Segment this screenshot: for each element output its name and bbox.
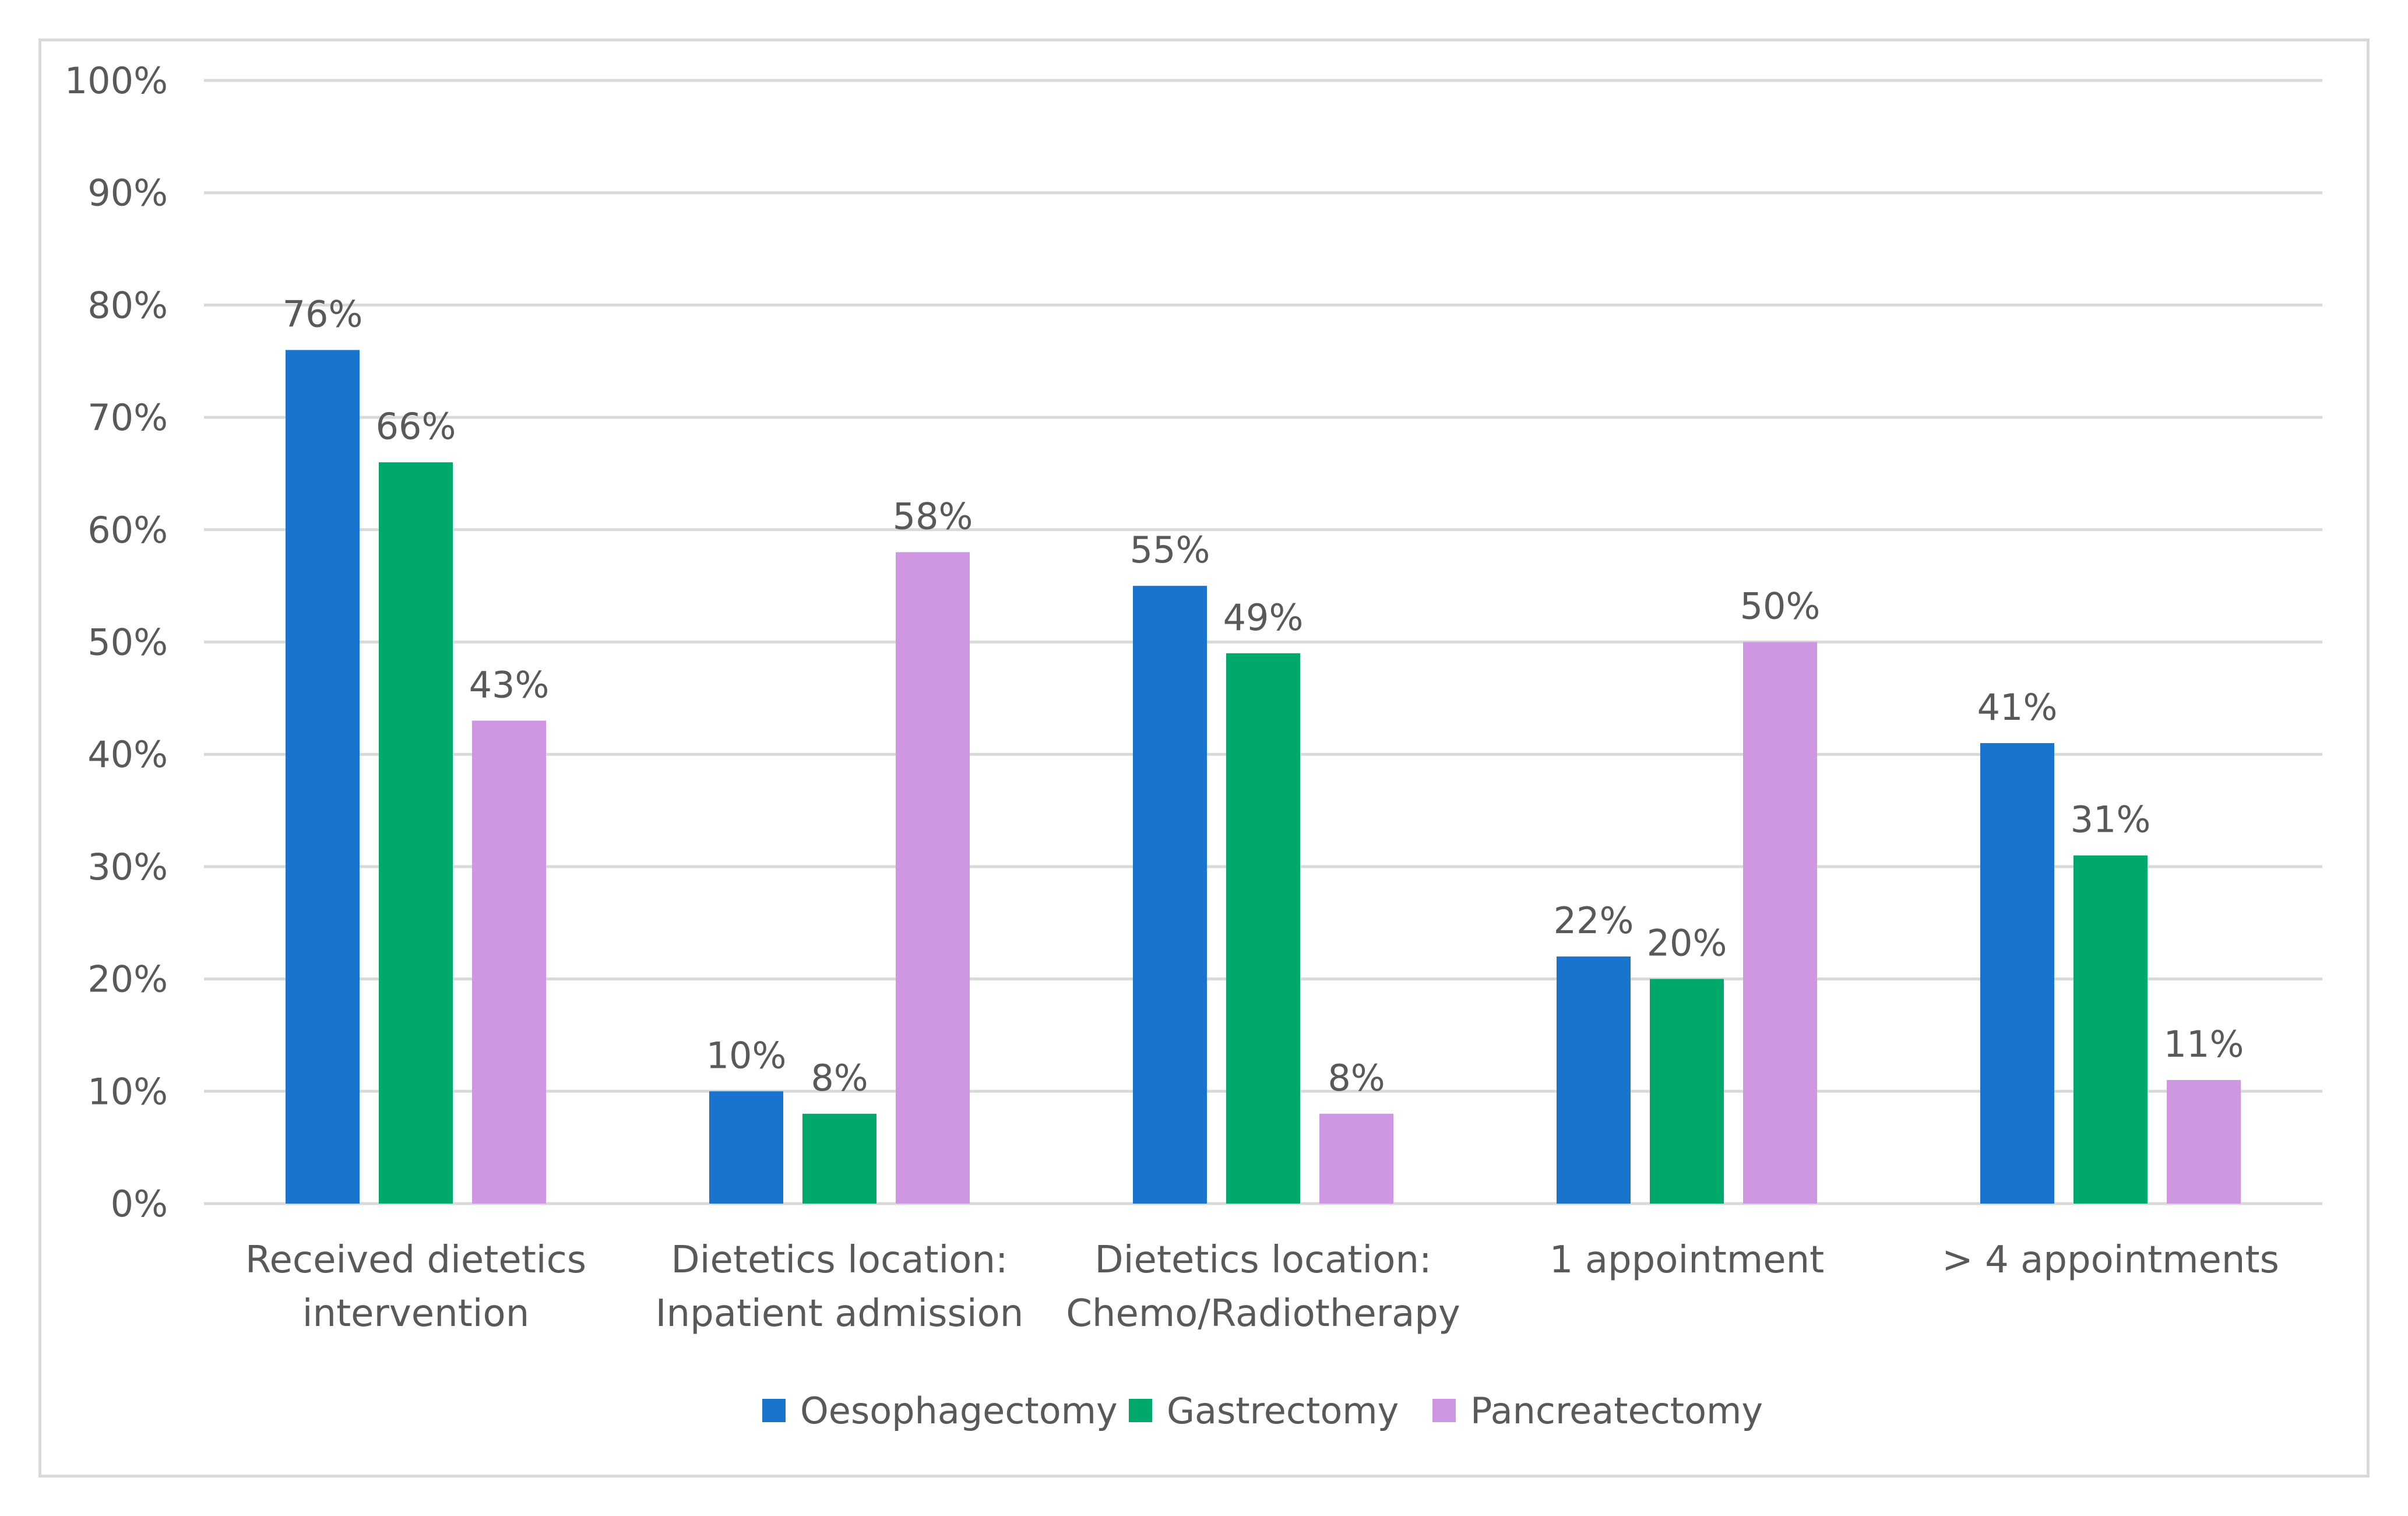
legend-item: Oesophagectomy	[762, 1390, 1118, 1432]
data-label: 10%	[706, 1034, 787, 1077]
data-label: 76%	[283, 293, 363, 335]
data-label: 8%	[1328, 1057, 1385, 1099]
legend-item: Pancreatectomy	[1432, 1390, 1763, 1432]
bar	[1133, 586, 1207, 1204]
y-tick-label: 0%	[111, 1183, 168, 1225]
y-tick-label: 30%	[87, 846, 168, 888]
data-label: 43%	[469, 663, 550, 706]
data-label: 66%	[376, 405, 456, 448]
bar	[802, 1113, 876, 1204]
y-tick-label: 100%	[65, 59, 168, 102]
y-tick-label: 70%	[87, 396, 168, 439]
bar	[1319, 1113, 1393, 1204]
data-label: 50%	[1740, 585, 1821, 628]
data-labels: 76% 10% 55% 22% 41% 66% 8% 49% 20% 31% 43% 58% 8% 50%…	[283, 293, 2244, 1099]
y-tick-label: 40%	[87, 733, 168, 776]
x-category-label: Dietetics location: Chemo/Radiotherapy	[1066, 1239, 1460, 1335]
data-label: 58%	[893, 495, 973, 537]
bars	[286, 350, 2241, 1204]
y-tick-label: 20%	[87, 958, 168, 1001]
bar	[1743, 642, 1817, 1204]
y-tick-label: 10%	[87, 1070, 168, 1113]
legend: Oesophagectomy Gastrectomy Pancreatectomy	[762, 1390, 1763, 1432]
bar	[709, 1091, 783, 1204]
data-label: 22%	[1554, 899, 1634, 942]
bar	[1650, 979, 1724, 1204]
gridlines	[204, 79, 2322, 1205]
bar	[1226, 653, 1300, 1204]
data-label: 11%	[2164, 1023, 2244, 1065]
legend-label: Pancreatectomy	[1470, 1390, 1763, 1432]
legend-item: Gastrectomy	[1129, 1390, 1399, 1432]
legend-label: Oesophagectomy	[800, 1390, 1118, 1432]
x-category-label: Received dietetics intervention	[245, 1239, 586, 1335]
bar	[2167, 1080, 2241, 1204]
x-category-label: > 4 appointments	[1942, 1239, 2279, 1282]
x-axis-category-labels: Received dietetics intervention Dietetics …	[245, 1239, 2279, 1335]
y-tick-label: 90%	[87, 172, 168, 214]
bar	[1557, 956, 1631, 1204]
data-label: 49%	[1223, 596, 1304, 639]
bar	[472, 720, 546, 1204]
bar	[286, 350, 360, 1204]
y-tick-label: 80%	[87, 284, 168, 326]
legend-swatch	[1129, 1399, 1152, 1422]
y-axis-tick-labels: 0% 10% 20% 30% 40% 50% 60% 70% 80% 90% 100%	[65, 59, 168, 1225]
data-label: 41%	[1977, 686, 2058, 729]
legend-swatch	[1432, 1399, 1456, 1422]
bar	[1980, 743, 2054, 1204]
bar	[896, 552, 970, 1204]
data-label: 8%	[811, 1057, 868, 1099]
data-label: 55%	[1130, 529, 1210, 571]
bar	[379, 462, 453, 1204]
legend-label: Gastrectomy	[1167, 1390, 1399, 1432]
x-category-label: 1 appointment	[1550, 1239, 1825, 1282]
y-tick-label: 50%	[87, 621, 168, 664]
x-category-label: Dietetics location: Inpatient admission	[656, 1239, 1024, 1335]
data-label: 31%	[2071, 799, 2151, 841]
data-label: 20%	[1647, 922, 1727, 965]
legend-swatch	[762, 1399, 786, 1422]
bar	[2073, 855, 2148, 1204]
y-tick-label: 60%	[87, 509, 168, 551]
